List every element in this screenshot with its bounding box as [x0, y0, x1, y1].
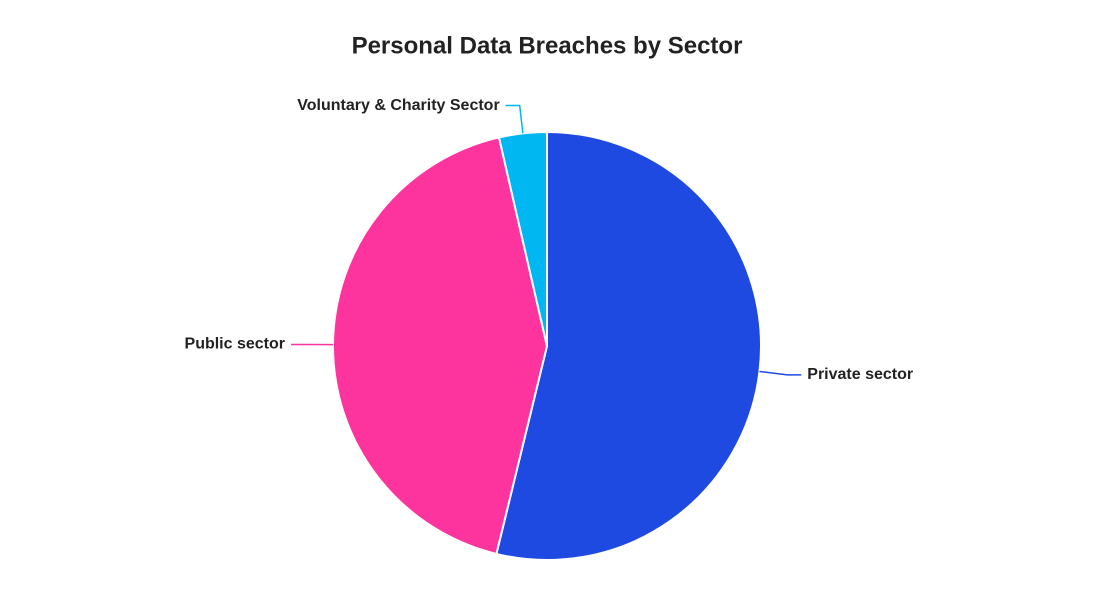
chart-title: Personal Data Breaches by Sector — [352, 32, 743, 59]
leader-line — [759, 370, 802, 376]
slice-label: Public sector — [185, 336, 285, 353]
leader-line — [505, 104, 524, 134]
slice-label: Private sector — [807, 366, 913, 383]
slice-label: Voluntary & Charity Sector — [297, 97, 499, 114]
pie-slice — [332, 136, 549, 556]
